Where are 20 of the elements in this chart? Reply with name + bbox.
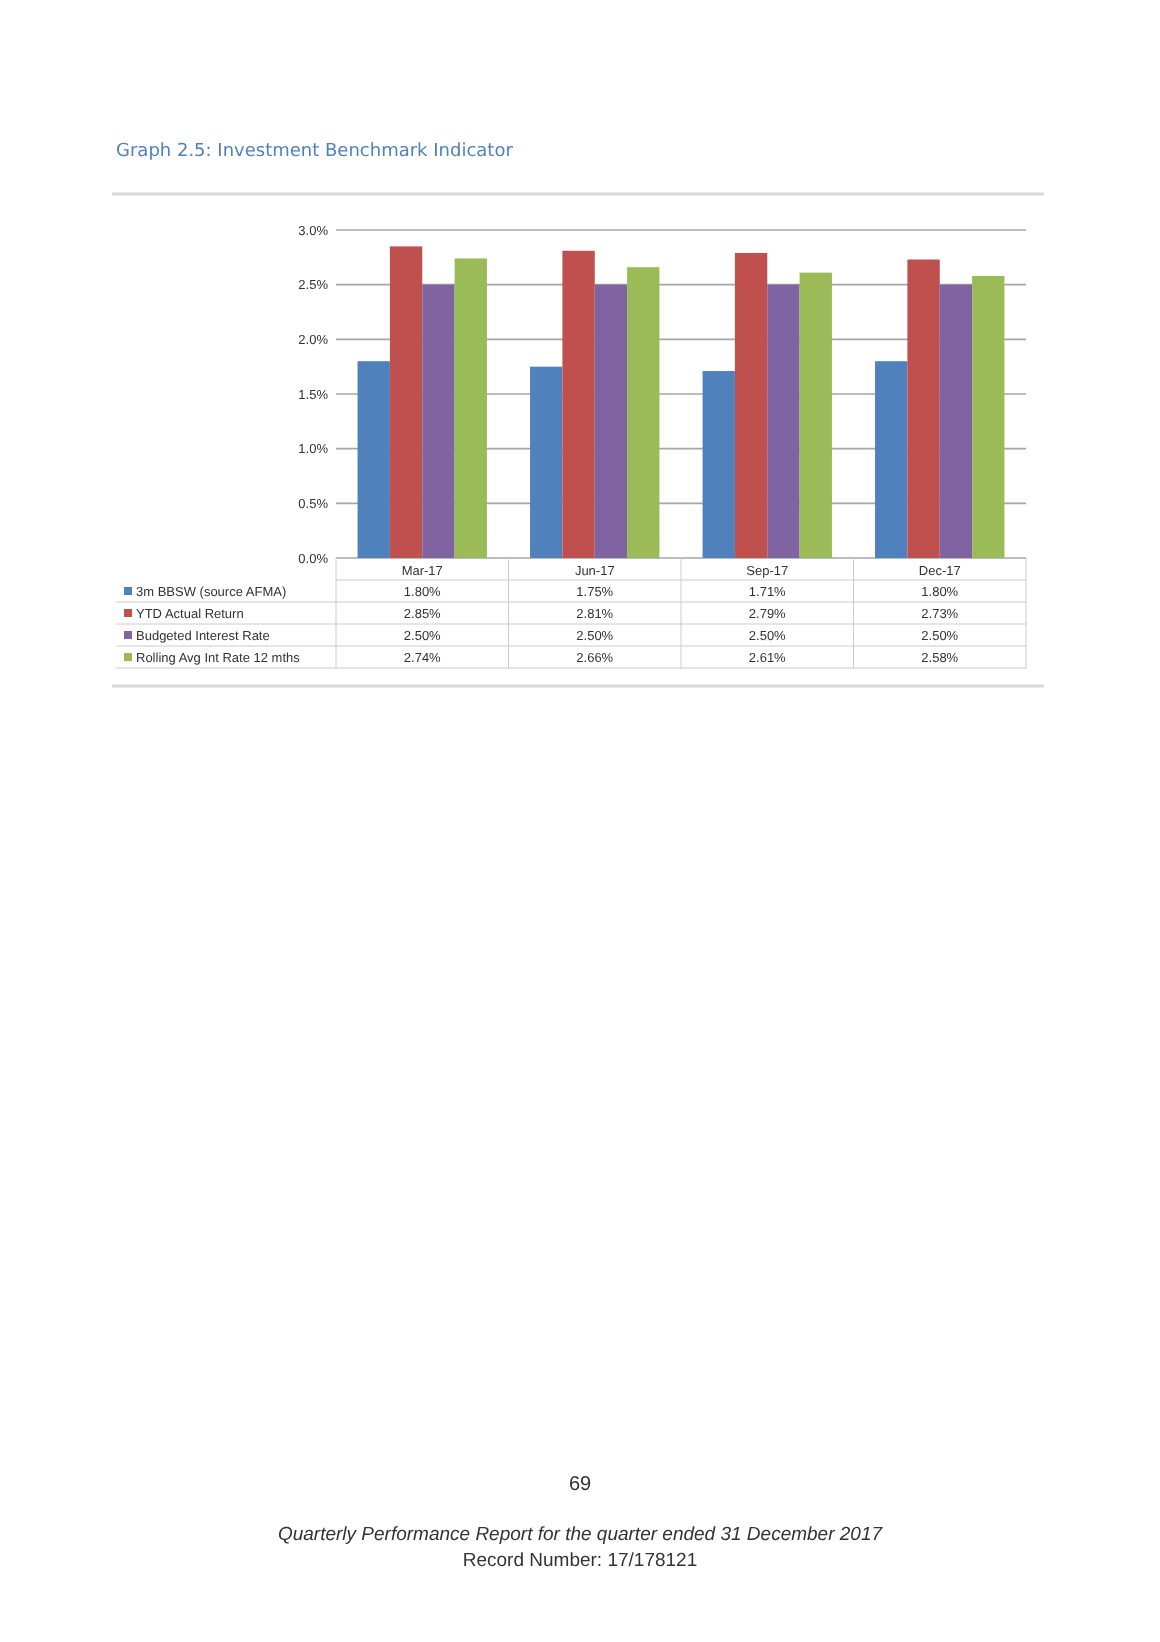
bar bbox=[389, 246, 423, 558]
chart-title: Graph 2.5: Investment Benchmark Indicator bbox=[116, 142, 514, 162]
bar bbox=[702, 371, 735, 558]
bar bbox=[530, 366, 563, 558]
bar bbox=[627, 267, 660, 558]
bar bbox=[454, 258, 487, 558]
text: Record Number: 17/178121 bbox=[462, 1550, 698, 1572]
bar bbox=[972, 275, 1005, 558]
text: 69 bbox=[568, 1474, 592, 1496]
bar bbox=[767, 284, 800, 558]
bar bbox=[562, 250, 595, 558]
bar bbox=[734, 252, 768, 558]
bar bbox=[907, 259, 940, 558]
text: Quarterly Performance Report for the quarter ended 31 December 2017 bbox=[277, 1524, 884, 1546]
bar bbox=[594, 284, 628, 558]
bar bbox=[875, 361, 908, 558]
bar bbox=[357, 361, 390, 558]
bar bbox=[799, 272, 832, 558]
bar bbox=[422, 284, 455, 558]
bar bbox=[939, 284, 973, 558]
